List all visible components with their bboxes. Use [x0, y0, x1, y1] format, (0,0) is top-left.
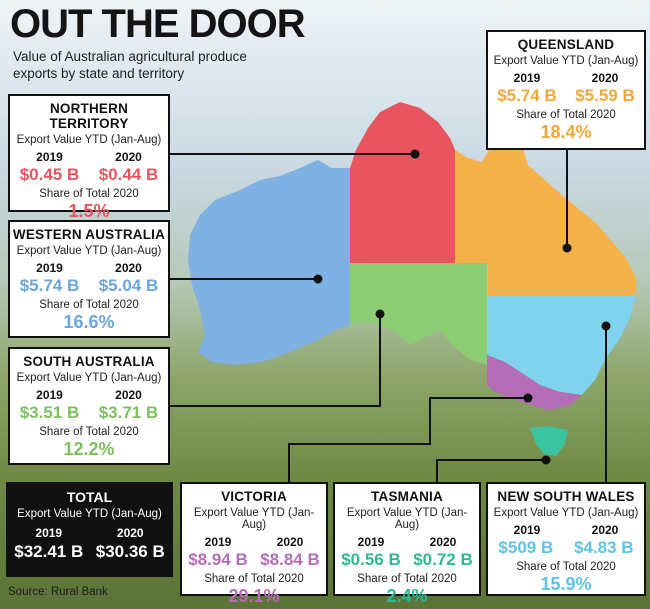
- year-2020: 2020: [115, 150, 142, 164]
- value-2020: $3.71 B: [98, 403, 159, 422]
- values: $32.41 B $30.36 B: [8, 542, 171, 562]
- card-total: TOTAL Export Value YTD (Jan-Aug) 2019 20…: [6, 482, 173, 577]
- value-2019: $509 B: [498, 538, 554, 557]
- year-labels: 2019 2020: [10, 388, 168, 402]
- value-2019: $3.51 B: [19, 403, 80, 422]
- values: $0.56 B $0.72 B: [335, 550, 479, 570]
- year-2020: 2020: [429, 535, 457, 549]
- year-labels: 2019 2020: [10, 261, 168, 275]
- source-credit: Source: Rural Bank: [8, 586, 108, 598]
- value-2019: $5.74 B: [497, 86, 557, 105]
- card-title: TASMANIA: [371, 489, 443, 504]
- year-2020: 2020: [591, 71, 619, 85]
- year-2019: 2019: [36, 150, 63, 164]
- export-value-label: Export Value YTD (Jan-Aug): [16, 372, 162, 384]
- map-vic: [487, 355, 582, 410]
- export-value-label: Export Value YTD (Jan-Aug): [193, 507, 315, 531]
- value-2020: $4.83 B: [574, 538, 634, 557]
- year-labels: 2019 2020: [488, 523, 644, 537]
- map-sa: [350, 263, 487, 365]
- value-2020: $5.59 B: [575, 86, 635, 105]
- value-2019: $0.56 B: [341, 550, 401, 569]
- value-2020: $30.36 B: [95, 542, 165, 561]
- value-2020: $5.04 B: [98, 276, 159, 295]
- page-subtitle: Value of Australian agricultural produce…: [13, 49, 247, 81]
- year-labels: 2019 2020: [488, 71, 644, 85]
- card-northern-territory: NORTHERN TERRITORY Export Value YTD (Jan…: [8, 94, 170, 221]
- card-victoria: VICTORIA Export Value YTD (Jan-Aug) 2019…: [180, 482, 328, 606]
- share-label: Share of Total 2020: [516, 109, 616, 121]
- year-labels: 2019 2020: [335, 535, 479, 549]
- value-2019: $0.45 B: [19, 165, 80, 184]
- card-western-australia: WESTERN AUSTRALIA Export Value YTD (Jan-…: [8, 220, 170, 338]
- values: $5.74 B $5.04 B: [10, 276, 168, 296]
- card-title: VICTORIA: [221, 489, 287, 504]
- export-value-label: Export Value YTD (Jan-Aug): [16, 245, 162, 257]
- map-qld: [455, 112, 636, 295]
- share-label: Share of Total 2020: [39, 299, 139, 311]
- values: $0.45 B $0.44 B: [10, 165, 168, 185]
- export-value-label: Export Value YTD (Jan-Aug): [16, 134, 162, 146]
- value-2019: $8.94 B: [188, 550, 248, 569]
- map-nsw: [487, 295, 636, 395]
- value-2019: $32.41 B: [14, 542, 84, 561]
- card-queensland: QUEENSLAND Export Value YTD (Jan-Aug) 20…: [486, 30, 646, 150]
- share-label: Share of Total 2020: [204, 573, 304, 585]
- values: $509 B $4.83 B: [488, 538, 644, 558]
- map-tas: [530, 426, 568, 456]
- values: $3.51 B $3.71 B: [10, 403, 168, 423]
- year-labels: 2019 2020: [182, 535, 326, 549]
- share-label: Share of Total 2020: [357, 573, 457, 585]
- year-2019: 2019: [36, 388, 63, 402]
- year-2019: 2019: [35, 526, 63, 540]
- card-south-australia: SOUTH AUSTRALIA Export Value YTD (Jan-Au…: [8, 347, 170, 465]
- year-2020: 2020: [115, 261, 142, 275]
- export-value-label: Export Value YTD (Jan-Aug): [17, 508, 162, 520]
- year-2019: 2019: [513, 523, 541, 537]
- year-2020: 2020: [591, 523, 619, 537]
- year-2019: 2019: [357, 535, 385, 549]
- year-2020: 2020: [116, 526, 144, 540]
- year-2019: 2019: [204, 535, 232, 549]
- card-tasmania: TASMANIA Export Value YTD (Jan-Aug) 2019…: [333, 482, 481, 606]
- share-label: Share of Total 2020: [39, 426, 139, 438]
- value-2019: $5.74 B: [19, 276, 80, 295]
- year-2019: 2019: [36, 261, 63, 275]
- year-2020: 2020: [115, 388, 142, 402]
- map-nt: [350, 102, 455, 263]
- card-title: NORTHERN TERRITORY: [49, 101, 129, 131]
- value-2020: $0.72 B: [413, 550, 473, 569]
- year-labels: 2019 2020: [8, 526, 171, 540]
- share-value: 15.9%: [540, 574, 592, 594]
- values: $5.74 B $5.59 B: [488, 86, 644, 106]
- card-title: WESTERN AUSTRALIA: [12, 227, 166, 242]
- export-value-label: Export Value YTD (Jan-Aug): [493, 507, 639, 519]
- value-2020: $0.44 B: [98, 165, 159, 184]
- value-2020: $8.84 B: [260, 550, 320, 569]
- export-value-label: Export Value YTD (Jan-Aug): [346, 507, 468, 531]
- share-value: 29.1%: [228, 586, 280, 606]
- card-title: TOTAL: [66, 489, 113, 505]
- share-value: 1.5%: [68, 201, 110, 221]
- share-value: 12.2%: [63, 439, 115, 459]
- share-value: 16.6%: [63, 312, 115, 332]
- card-title: QUEENSLAND: [517, 37, 615, 52]
- card-title: SOUTH AUSTRALIA: [23, 354, 155, 369]
- share-label: Share of Total 2020: [516, 561, 616, 573]
- page-title: OUT THE DOOR: [10, 2, 306, 46]
- share-label: Share of Total 2020: [39, 188, 139, 200]
- card-new-south-wales: NEW SOUTH WALES Export Value YTD (Jan-Au…: [486, 482, 646, 596]
- year-2020: 2020: [276, 535, 304, 549]
- year-2019: 2019: [513, 71, 541, 85]
- card-title: NEW SOUTH WALES: [497, 489, 635, 504]
- year-labels: 2019 2020: [10, 150, 168, 164]
- map-wa: [188, 160, 350, 365]
- share-value: 18.4%: [540, 122, 592, 142]
- values: $8.94 B $8.84 B: [182, 550, 326, 570]
- export-value-label: Export Value YTD (Jan-Aug): [493, 55, 639, 67]
- share-value: 2.4%: [386, 586, 428, 606]
